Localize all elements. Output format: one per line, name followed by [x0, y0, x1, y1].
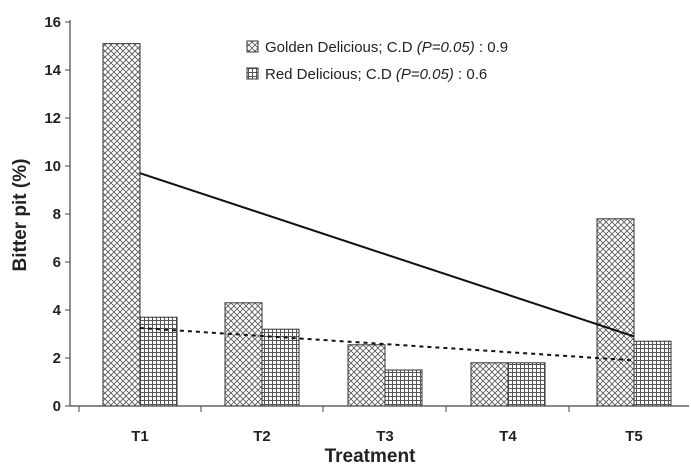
bar-golden-t1: [102, 43, 141, 407]
legend-entry-red: Red Delicious; C.D (P=0.05) : 0.6: [265, 66, 487, 83]
trendlines: [139, 172, 635, 362]
y-tick-label: 6: [53, 254, 61, 271]
bar-red-t4: [507, 362, 546, 407]
bar-golden-t2: [224, 302, 263, 407]
y-axis-ticks: 0 2 4 6 8 10 12 14 16: [44, 14, 70, 415]
legend-swatch-red: [246, 67, 259, 80]
bar-red-t3: [384, 369, 423, 407]
bar-golden-t3: [347, 344, 386, 407]
x-axis-title: Treatment: [325, 446, 416, 466]
legend-entry-golden: Golden Delicious; C.D (P=0.05) : 0.9: [265, 39, 508, 56]
bar-golden-t4: [470, 362, 509, 407]
legend: Golden Delicious; C.D (P=0.05) : 0.9 Red …: [246, 39, 508, 83]
bar-red-t1: [139, 316, 178, 407]
golden-trendline: [139, 172, 635, 338]
y-tick-label: 10: [44, 158, 61, 175]
y-tick-label: 2: [53, 350, 61, 367]
bar-red-t2: [261, 328, 300, 407]
axes: [69, 20, 689, 407]
y-tick-label: 8: [53, 206, 61, 223]
y-tick-label: 4: [53, 302, 62, 319]
x-tick-label-t5: T5: [625, 428, 643, 445]
x-tick-label-t3: T3: [376, 428, 394, 445]
x-axis-ticks: T1 T2 T3 T4 T5: [78, 406, 643, 445]
bar-red-t5: [633, 340, 672, 407]
x-tick-label-t4: T4: [499, 428, 517, 445]
x-tick-label-t2: T2: [253, 428, 271, 445]
bar-golden-t5: [596, 218, 635, 407]
bars: [102, 43, 672, 407]
y-tick-label: 12: [44, 110, 61, 127]
y-axis-title: Bitter pit (%): [10, 159, 31, 272]
x-tick-label-t1: T1: [131, 428, 149, 445]
y-tick-label: 16: [44, 14, 61, 31]
y-tick-label: 14: [44, 62, 61, 79]
legend-swatch-golden: [246, 40, 259, 53]
y-tick-label: 0: [53, 398, 61, 415]
red-trendline: [139, 327, 635, 362]
